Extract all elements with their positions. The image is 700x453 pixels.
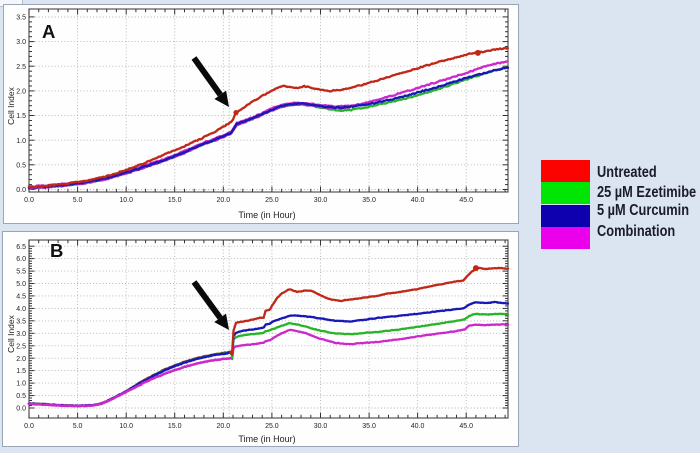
svg-text:35.0: 35.0	[362, 423, 376, 430]
svg-text:30.0: 30.0	[314, 197, 328, 204]
svg-text:10.0: 10.0	[119, 197, 133, 204]
svg-text:1.5: 1.5	[16, 113, 26, 120]
svg-text:A: A	[42, 21, 55, 42]
svg-text:35.0: 35.0	[362, 197, 376, 204]
svg-text:1.0: 1.0	[16, 381, 26, 388]
svg-text:45.0: 45.0	[459, 197, 473, 204]
svg-text:0.0: 0.0	[24, 423, 34, 430]
svg-text:1.5: 1.5	[16, 368, 26, 375]
svg-text:25.0: 25.0	[265, 423, 279, 430]
svg-text:2.0: 2.0	[16, 356, 26, 363]
svg-text:3.5: 3.5	[16, 15, 26, 22]
svg-text:3.0: 3.0	[16, 39, 26, 46]
svg-text:4.5: 4.5	[16, 294, 26, 301]
svg-text:6.0: 6.0	[16, 256, 26, 263]
svg-text:Cell Index: Cell Index	[6, 86, 16, 125]
svg-text:20.0: 20.0	[216, 423, 230, 430]
svg-text:0.0: 0.0	[16, 406, 26, 413]
svg-text:45.0: 45.0	[459, 423, 473, 430]
svg-text:Cell Index: Cell Index	[6, 314, 16, 353]
svg-text:6.5: 6.5	[16, 244, 26, 251]
svg-text:3.5: 3.5	[16, 319, 26, 326]
svg-text:Time (in Hour): Time (in Hour)	[238, 434, 295, 444]
svg-text:40.0: 40.0	[411, 423, 425, 430]
svg-text:3.0: 3.0	[16, 331, 26, 338]
svg-text:0.5: 0.5	[16, 393, 26, 400]
svg-text:5.0: 5.0	[73, 423, 83, 430]
svg-text:0.0: 0.0	[16, 187, 26, 194]
svg-text:B: B	[50, 240, 63, 261]
svg-text:5.5: 5.5	[16, 269, 26, 276]
svg-text:2.5: 2.5	[16, 64, 26, 71]
svg-text:2.5: 2.5	[16, 343, 26, 350]
svg-text:Time (in Hour): Time (in Hour)	[238, 210, 295, 220]
svg-text:15.0: 15.0	[168, 197, 182, 204]
svg-text:1.0: 1.0	[16, 138, 26, 145]
svg-text:5.0: 5.0	[73, 197, 83, 204]
svg-text:0.5: 0.5	[16, 162, 26, 169]
svg-text:5.0: 5.0	[16, 281, 26, 288]
svg-text:2.0: 2.0	[16, 89, 26, 96]
svg-text:15.0: 15.0	[168, 423, 182, 430]
svg-text:10.0: 10.0	[119, 423, 133, 430]
svg-text:0.0: 0.0	[24, 197, 34, 204]
svg-text:30.0: 30.0	[314, 423, 328, 430]
svg-text:25.0: 25.0	[265, 197, 279, 204]
svg-text:4.0: 4.0	[16, 306, 26, 313]
svg-text:40.0: 40.0	[411, 197, 425, 204]
svg-text:20.0: 20.0	[216, 197, 230, 204]
